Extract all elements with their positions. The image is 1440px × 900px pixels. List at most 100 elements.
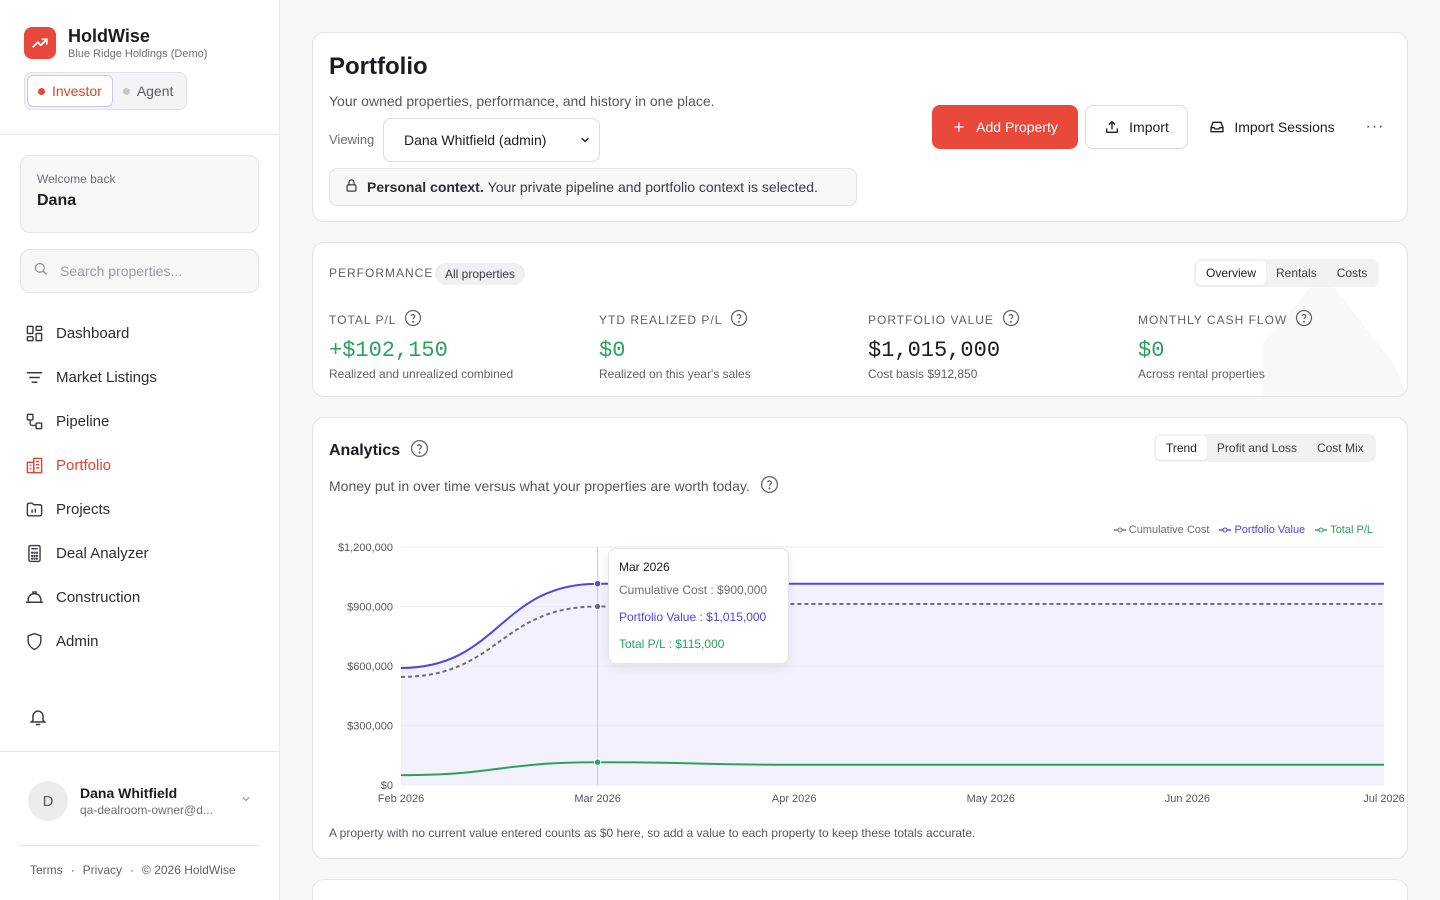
add-property-label: Add Property — [976, 119, 1058, 135]
portfolio-header-card: Portfolio Your owned properties, perform… — [312, 32, 1408, 222]
legend-portfolio-value[interactable]: Portfolio Value — [1219, 524, 1305, 536]
import-label: Import — [1129, 119, 1169, 135]
inbox-icon — [1210, 121, 1224, 133]
separator: · — [70, 863, 75, 877]
metric-label: MONTHLY CASH FLOW — [1138, 312, 1288, 327]
add-property-button[interactable]: Add Property — [932, 105, 1078, 149]
nav-item-projects[interactable]: Projects — [20, 487, 260, 531]
legend-line-icon — [1113, 527, 1126, 533]
user-name: Dana Whitfield — [80, 785, 178, 801]
terms-link[interactable]: Terms — [30, 863, 63, 877]
investor-mode-button[interactable]: Investor — [27, 75, 113, 107]
tab-rentals[interactable]: Rentals — [1276, 266, 1317, 280]
building-icon — [24, 455, 44, 475]
nav-label: Deal Analyzer — [56, 544, 149, 562]
more-options-button[interactable]: ··· — [1365, 118, 1385, 135]
performance-tabs: Overview Rentals Costs — [1194, 259, 1380, 287]
tab-profit-and-loss[interactable]: Profit and Loss — [1216, 441, 1297, 455]
help-circle-icon[interactable] — [410, 439, 429, 463]
dashboard-icon — [24, 323, 44, 343]
context-text: Your private pipeline and portfolio cont… — [487, 179, 818, 195]
import-sessions-button[interactable]: Import Sessions — [1197, 105, 1347, 149]
decor-background-icon — [1263, 273, 1407, 396]
metric-portfolio-value: PORTFOLIO VALUE $1,015,000 Cost basis $9… — [868, 309, 1118, 381]
nav-item-deal-analyzer[interactable]: Deal Analyzer — [20, 531, 260, 575]
nav-item-dashboard[interactable]: Dashboard — [20, 311, 260, 355]
chevron-down-icon — [579, 133, 591, 149]
nav-label: Admin — [56, 632, 99, 650]
help-circle-icon[interactable] — [404, 309, 422, 330]
user-menu[interactable]: D Dana Whitfield qa-dealroom-owner@d... — [28, 781, 252, 821]
y-tick-label: $600,000 — [347, 661, 393, 673]
help-circle-icon[interactable] — [1002, 309, 1020, 330]
legend-line-icon — [1315, 527, 1328, 533]
nav-item-portfolio[interactable]: Portfolio — [20, 443, 260, 487]
series-line-total-p-l — [400, 761, 1384, 777]
welcome-label: Welcome back — [37, 172, 116, 186]
y-tick-label: $0 — [381, 780, 393, 792]
legend-line-icon — [1219, 527, 1232, 533]
agent-mode-button[interactable]: Agent — [113, 75, 184, 107]
viewing-select[interactable]: Dana Whitfield (admin) — [383, 118, 600, 162]
mode-toggle: Investor Agent — [24, 72, 187, 110]
nav-item-admin[interactable]: Admin — [20, 619, 260, 663]
chevron-down-icon — [240, 792, 252, 810]
page-title: Portfolio — [329, 53, 428, 80]
nav-item-market-listings[interactable]: Market Listings — [20, 355, 260, 399]
tooltip-pl: Total P/L : $115,000 — [619, 637, 725, 651]
legend-cumulative-cost[interactable]: Cumulative Cost — [1113, 524, 1209, 536]
tab-trend[interactable]: Trend — [1156, 436, 1207, 460]
upload-icon — [1106, 121, 1119, 133]
x-tick-label: Mar 2026 — [574, 793, 620, 805]
tooltip-title: Mar 2026 — [619, 560, 670, 574]
agent-label: Agent — [136, 83, 174, 99]
scope-chip[interactable]: All properties — [435, 263, 526, 285]
trending-up-icon — [24, 27, 56, 59]
x-tick-label: May 2026 — [967, 793, 1015, 805]
shield-icon — [24, 631, 44, 651]
active-point — [593, 758, 602, 766]
brand-name: HoldWise — [68, 26, 150, 46]
plus-icon — [954, 122, 964, 132]
y-tick-label: $900,000 — [347, 602, 393, 614]
metric-label: PORTFOLIO VALUE — [868, 312, 994, 327]
metric-value: $1,015,000 — [868, 338, 1001, 363]
bell-icon[interactable] — [28, 707, 48, 732]
tab-cost-mix[interactable]: Cost Mix — [1316, 441, 1364, 455]
privacy-link[interactable]: Privacy — [82, 863, 123, 877]
import-button[interactable]: Import — [1085, 105, 1188, 149]
help-circle-icon[interactable] — [760, 475, 779, 497]
nav-label: Market Listings — [56, 368, 157, 386]
pipeline-icon — [24, 411, 44, 431]
divider — [0, 134, 280, 135]
viewing-value: Dana Whitfield (admin) — [404, 132, 547, 148]
tab-costs[interactable]: Costs — [1336, 266, 1368, 280]
performance-card: PERFORMANCE All properties Overview Rent… — [312, 242, 1408, 397]
help-circle-icon[interactable] — [1295, 309, 1313, 330]
analytics-subtitle-text: Money put in over time versus what your … — [329, 478, 750, 494]
nav-item-pipeline[interactable]: Pipeline — [20, 399, 260, 443]
metric-label: YTD REALIZED P/L — [599, 312, 723, 327]
x-tick-label: Feb 2026 — [378, 793, 424, 805]
metric-sub: Cost basis $912,850 — [868, 367, 978, 381]
investor-label: Investor — [52, 83, 102, 99]
tooltip-value: Portfolio Value : $1,015,000 — [619, 610, 767, 624]
tab-overview[interactable]: Overview — [1196, 261, 1267, 285]
divider — [0, 751, 280, 752]
metric-ytd-realized-pl: YTD REALIZED P/L $0 Realized on this yea… — [599, 309, 849, 381]
legend-total-pl[interactable]: Total P/L — [1315, 524, 1373, 536]
search-input[interactable] — [60, 263, 250, 279]
properties-card — [312, 879, 1408, 900]
tooltip-cost: Cumulative Cost : $900,000 — [619, 583, 768, 597]
x-tick-label: Jul 2026 — [1363, 793, 1405, 805]
sidebar: HoldWise Blue Ridge Holdings (Demo) Inve… — [0, 0, 280, 900]
nav-label: Pipeline — [56, 412, 110, 430]
nav-item-construction[interactable]: Construction — [20, 575, 260, 619]
brand[interactable]: HoldWise Blue Ridge Holdings (Demo) — [24, 26, 207, 60]
help-circle-icon[interactable] — [730, 309, 748, 330]
viewing-label: Viewing — [329, 132, 375, 147]
welcome-name: Dana — [37, 192, 77, 209]
metric-sub: Across rental properties — [1138, 367, 1265, 381]
x-tick-label: Apr 2026 — [772, 793, 817, 805]
analytics-card: $0 $300,000 $600,000 $900,000 $1,200,000 Feb … — [312, 417, 1408, 859]
